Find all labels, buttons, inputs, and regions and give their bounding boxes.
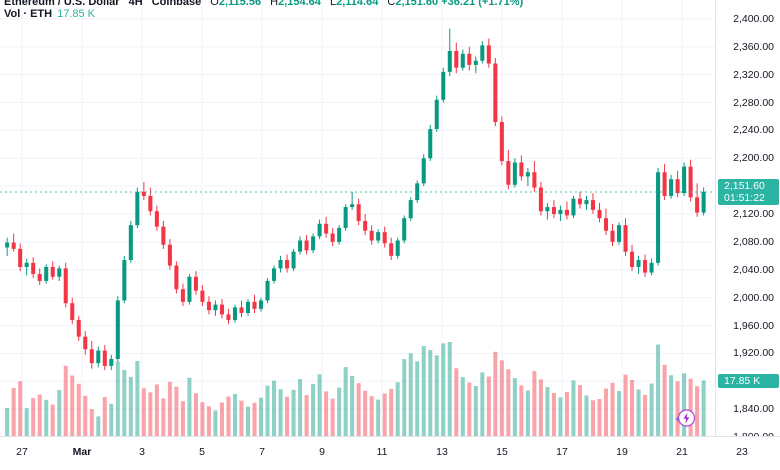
price-tick-8: 2,080.00 — [733, 235, 774, 248]
time-tick-9: 17 — [556, 446, 568, 458]
candlestick-svg[interactable] — [0, 0, 716, 437]
lightning-idea-marker-icon[interactable] — [674, 407, 696, 429]
price-tick-4: 2,240.00 — [733, 124, 774, 137]
price-tick-14: 1,840.00 — [733, 403, 774, 416]
chart-plot-area[interactable] — [0, 0, 716, 437]
time-tick-4: 7 — [259, 446, 265, 458]
time-tick-8: 15 — [496, 446, 508, 458]
time-tick-0: 27 — [16, 446, 28, 458]
price-tick-0: 2,400.00 — [733, 12, 774, 25]
time-tick-5: 9 — [319, 446, 325, 458]
time-tick-12: 23 — [736, 446, 748, 458]
price-tick-9: 2,040.00 — [733, 263, 774, 276]
price-tick-3: 2,280.00 — [733, 96, 774, 109]
price-tick-1: 2,360.00 — [733, 40, 774, 53]
price-tick-10: 2,000.00 — [733, 291, 774, 304]
volume-badge[interactable]: 17.85 K — [718, 373, 779, 388]
price-tick-11: 1,960.00 — [733, 319, 774, 332]
current-price-value: 2,151.60 — [724, 180, 765, 192]
time-tick-6: 11 — [376, 446, 388, 458]
price-tick-5: 2,200.00 — [733, 152, 774, 165]
price-axis[interactable]: 2,400.00 2,360.00 2,320.00 2,280.00 2,240.00… — [715, 0, 780, 443]
time-tick-7: 13 — [436, 446, 448, 458]
time-tick-1: Mar — [72, 446, 92, 458]
price-tick-7: 2,120.00 — [733, 208, 774, 220]
time-tick-11: 21 — [676, 446, 688, 458]
time-tick-3: 5 — [199, 446, 205, 458]
time-tick-2: 3 — [139, 446, 145, 458]
time-axis[interactable]: 27Mar35791113151719212325 — [0, 436, 780, 470]
price-tick-12: 1,920.00 — [733, 347, 774, 360]
price-tick-2: 2,320.00 — [733, 68, 774, 81]
bar-countdown: 01:51:22 — [724, 192, 765, 204]
current-price-badge[interactable]: 2,151.60 01:51:22 — [718, 179, 779, 205]
time-tick-10: 19 — [616, 446, 628, 458]
